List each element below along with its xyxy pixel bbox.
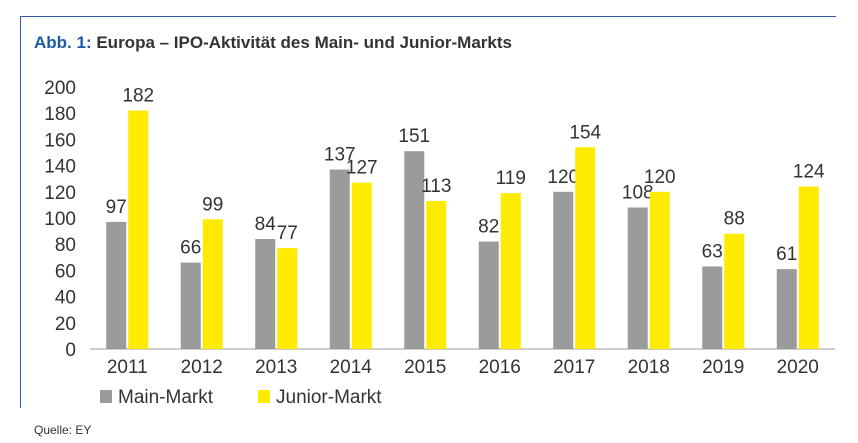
junior-markt-value-label: 99 <box>202 194 223 215</box>
main-markt-value-label: 84 <box>255 214 277 235</box>
main-markt-bar <box>478 241 499 349</box>
junior-markt-bar <box>724 233 745 349</box>
figure-label: Abb. 1: <box>34 33 92 52</box>
main-markt-value-label: 82 <box>478 217 499 238</box>
main-markt-value-label: 97 <box>106 197 127 218</box>
junior-markt-bar <box>277 248 298 349</box>
junior-markt-bar <box>575 147 596 349</box>
y-tick-label: 200 <box>44 78 76 99</box>
x-tick-label: 2018 <box>628 357 670 378</box>
main-markt-bar <box>106 221 127 349</box>
y-tick-label: 60 <box>55 261 76 282</box>
junior-markt-bar <box>798 186 819 349</box>
junior-markt-value-label: 182 <box>122 86 154 107</box>
x-tick-label: 2014 <box>330 357 373 378</box>
x-tick-label: 2017 <box>553 357 595 378</box>
main-markt-value-label: 63 <box>702 241 723 262</box>
junior-markt-value-label: 119 <box>496 168 526 189</box>
y-tick-label: 40 <box>55 288 76 309</box>
y-tick-label: 120 <box>44 183 76 204</box>
junior-markt-value-label: 113 <box>421 176 451 197</box>
main-markt-value-label: 66 <box>180 238 201 259</box>
main-markt-value-label: 151 <box>398 126 430 147</box>
source-note: Quelle: EY <box>34 423 92 437</box>
chart-title-text: Europa – IPO-Aktivität des Main- und Jun… <box>96 33 512 52</box>
x-tick-label: 2011 <box>107 357 148 378</box>
legend-label-main-markt: Main-Markt <box>118 387 214 408</box>
junior-markt-value-label: 124 <box>793 162 825 183</box>
main-markt-bar <box>329 169 350 349</box>
y-tick-label: 140 <box>44 157 76 178</box>
main-markt-bar <box>404 151 425 349</box>
legend-swatch-main-markt <box>100 390 112 403</box>
main-markt-bar <box>776 269 797 349</box>
junior-markt-bar <box>202 219 223 349</box>
junior-markt-bar <box>649 191 670 349</box>
y-tick-label: 160 <box>44 130 76 151</box>
junior-markt-value-label: 120 <box>644 167 676 188</box>
y-tick-label: 0 <box>65 340 76 361</box>
x-tick-label: 2015 <box>404 357 446 378</box>
junior-markt-bar <box>351 182 372 349</box>
x-tick-label: 2016 <box>479 357 521 378</box>
x-tick-label: 2012 <box>181 357 223 378</box>
x-tick-label: 2019 <box>702 357 744 378</box>
main-markt-bar <box>702 266 723 349</box>
main-markt-bar <box>180 262 201 349</box>
junior-markt-value-label: 154 <box>569 122 601 143</box>
main-markt-bar <box>627 207 648 349</box>
y-tick-label: 80 <box>55 235 76 256</box>
main-markt-bar <box>553 191 574 349</box>
main-markt-bar <box>255 238 276 349</box>
main-markt-value-label: 120 <box>547 167 579 188</box>
x-tick-label: 2020 <box>777 357 819 378</box>
main-markt-value-label: 137 <box>324 145 356 166</box>
y-tick-label: 100 <box>44 209 76 230</box>
junior-markt-value-label: 127 <box>346 158 378 179</box>
legend-swatch-junior-markt <box>258 390 270 403</box>
main-markt-value-label: 61 <box>776 244 797 265</box>
x-tick-label: 2013 <box>255 357 297 378</box>
junior-markt-bar <box>500 193 521 349</box>
y-tick-label: 180 <box>44 104 76 125</box>
junior-markt-bar <box>426 200 447 349</box>
frame-top-line <box>20 16 836 17</box>
chart-title: Abb. 1: Europa – IPO-Aktivität des Main-… <box>34 33 512 53</box>
y-tick-label: 20 <box>55 314 76 335</box>
main-markt-value-label: 108 <box>622 183 654 204</box>
junior-markt-value-label: 88 <box>724 209 745 230</box>
junior-markt-value-label: 77 <box>277 223 298 244</box>
frame-left-line <box>20 16 21 408</box>
legend-label-junior-markt: Junior-Markt <box>276 387 382 408</box>
junior-markt-bar <box>128 110 149 349</box>
